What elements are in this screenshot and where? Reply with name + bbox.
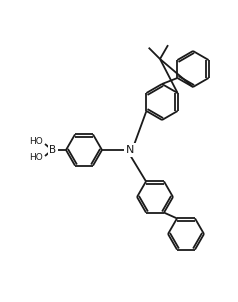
Text: HO: HO xyxy=(29,137,43,146)
Text: N: N xyxy=(126,145,134,155)
Text: B: B xyxy=(50,145,57,155)
Text: HO: HO xyxy=(29,153,43,162)
